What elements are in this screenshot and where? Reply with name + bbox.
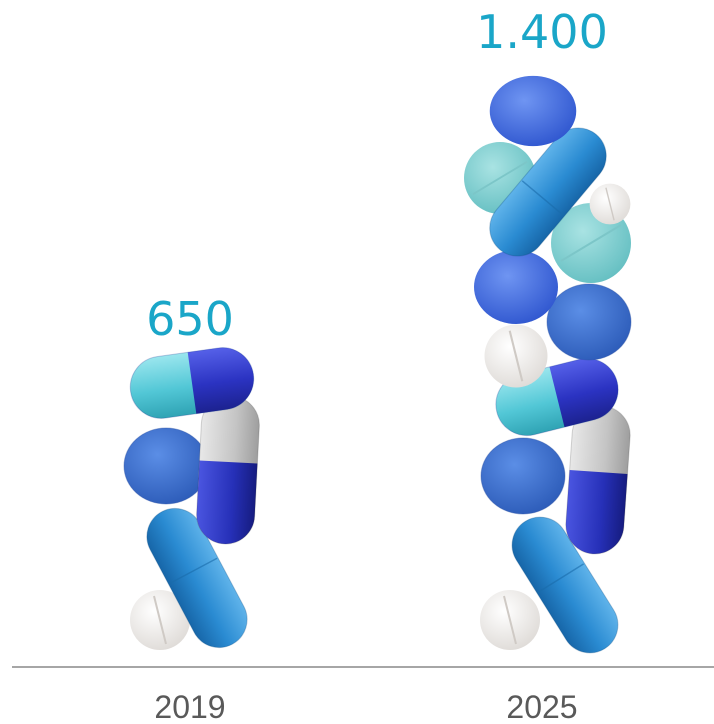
- category-label-2025: 2025: [506, 689, 577, 724]
- value-label-2019: 650: [146, 292, 234, 346]
- bar-2019: [123, 343, 262, 659]
- category-label-2019: 2019: [154, 689, 225, 724]
- bar-2025: [463, 75, 633, 665]
- value-label-2025: 1.400: [476, 5, 608, 59]
